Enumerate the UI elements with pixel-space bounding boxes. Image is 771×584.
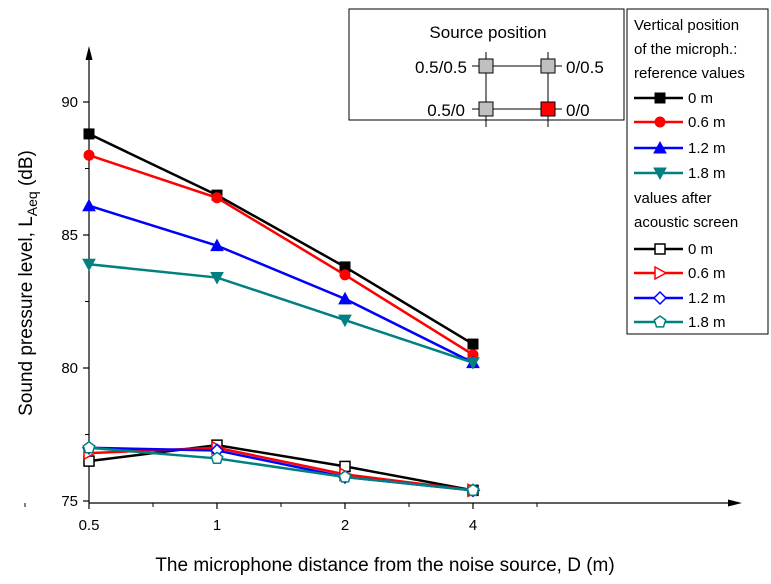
series-line bbox=[88, 446, 474, 492]
legend: Vertical position of the microph.: refer… bbox=[626, 8, 769, 335]
y-axis-arrow bbox=[85, 46, 93, 60]
y-axis-title-unit: (dB) bbox=[16, 150, 37, 191]
data-point bbox=[210, 238, 224, 252]
legend-subtitle-line: acoustic screen bbox=[634, 214, 738, 231]
legend-swatch-marker bbox=[654, 92, 666, 104]
legend-subtitle-line: values after bbox=[634, 190, 712, 207]
legend-entry: 0.6 m bbox=[634, 114, 726, 131]
x-tick-label: 0.5 bbox=[79, 517, 100, 534]
y-tick-label: 80 bbox=[61, 360, 78, 377]
data-point bbox=[466, 483, 480, 496]
legend-title-line: of the microph.: bbox=[634, 41, 737, 58]
inset-source-0.5-0 bbox=[478, 101, 494, 117]
legend-entries: 0 m 0.6 m 1.2 m 1.8 m 0 m 0.6 m 1.2 m 1.8 m bbox=[634, 90, 726, 331]
data-point bbox=[82, 258, 96, 272]
inset-label-0.5-0: 0.5/0 bbox=[427, 101, 465, 120]
inset-label-0.5-0.5: 0.5/0.5 bbox=[415, 58, 467, 77]
series-reference-0.6m bbox=[83, 149, 479, 361]
data-point bbox=[211, 192, 223, 204]
y-tick-label: 90 bbox=[61, 94, 78, 111]
inset-source-0.5-0.5 bbox=[478, 58, 494, 74]
x-axis-arrow bbox=[728, 499, 742, 507]
data-point bbox=[339, 269, 351, 281]
legend-swatch-marker bbox=[653, 167, 667, 181]
legend-entry: 1.8 m bbox=[634, 165, 726, 182]
series-reference-1.2m bbox=[82, 198, 480, 369]
legend-title-line: reference values bbox=[634, 65, 745, 82]
legend-swatch-marker bbox=[654, 243, 666, 255]
legend-frame bbox=[626, 8, 769, 335]
series-line bbox=[88, 204, 474, 364]
legend-entry: 1.2 m bbox=[634, 140, 726, 157]
y-axis-title-main: Sound pressure level, L bbox=[16, 216, 37, 416]
legend-entry: 1.8 m bbox=[634, 314, 726, 331]
series-line bbox=[88, 446, 474, 492]
data-point bbox=[83, 128, 95, 140]
y-tick-label: 85 bbox=[61, 227, 78, 244]
data-point bbox=[210, 451, 224, 465]
data-point bbox=[83, 149, 95, 161]
x-axis-title: The microphone distance from the noise s… bbox=[155, 555, 614, 576]
legend-entry: 0 m bbox=[634, 241, 713, 258]
series-reference-0m bbox=[83, 128, 479, 350]
legend-swatch-marker bbox=[653, 315, 667, 328]
inset-label-0-0: 0/0 bbox=[566, 101, 590, 120]
legend-entry: 0.6 m bbox=[634, 265, 726, 282]
legend-entry: 1.2 m bbox=[634, 290, 726, 307]
data-point bbox=[338, 291, 352, 305]
y-tick-label: 75 bbox=[61, 493, 78, 510]
plot-area bbox=[81, 128, 481, 498]
legend-swatch-marker bbox=[654, 116, 666, 128]
legend-label: 1.2 m bbox=[688, 140, 726, 157]
legend-swatch-marker bbox=[652, 290, 668, 306]
data-point bbox=[82, 440, 96, 454]
legend-title-line: Vertical position bbox=[634, 17, 739, 34]
data-point bbox=[467, 338, 479, 350]
inset-source-0-0 bbox=[540, 101, 556, 117]
legend-swatch-marker bbox=[653, 140, 667, 154]
y-axis-title: Sound pressure level, LAeq (dB) bbox=[16, 150, 40, 416]
legend-label: 0 m bbox=[688, 90, 713, 107]
data-point bbox=[210, 272, 224, 285]
legend-swatch-marker bbox=[654, 265, 668, 281]
y-axis-title-subscript: Aeq bbox=[24, 191, 40, 216]
legend-label: 1.2 m bbox=[688, 290, 726, 307]
series-screen-1.2m bbox=[81, 440, 481, 498]
series-line bbox=[88, 132, 474, 346]
data-point bbox=[82, 198, 96, 212]
inset-label-0-0.5: 0/0.5 bbox=[566, 58, 604, 77]
legend-label: 0.6 m bbox=[688, 265, 726, 282]
x-tick-label: 1 bbox=[213, 517, 221, 534]
inset-source-0-0.5 bbox=[540, 58, 556, 74]
series-reference-1.8m bbox=[82, 258, 480, 370]
legend-label: 1.8 m bbox=[688, 314, 726, 331]
inset-title: Source position bbox=[429, 23, 546, 42]
x-tick-label: 2 bbox=[341, 517, 349, 534]
legend-label: 1.8 m bbox=[688, 165, 726, 182]
x-tick-label: 4 bbox=[469, 517, 477, 534]
series-screen-1.8m bbox=[82, 440, 480, 496]
legend-label: 0 m bbox=[688, 241, 713, 258]
legend-label: 0.6 m bbox=[688, 114, 726, 131]
source-position-inset: Source position 0.5/0.5 0/0.5 0.5/0 0/0 bbox=[348, 8, 625, 127]
data-point bbox=[338, 314, 352, 328]
data-point bbox=[338, 470, 352, 483]
data-point bbox=[466, 357, 480, 370]
series-line bbox=[88, 154, 474, 356]
legend-entry: 0 m bbox=[634, 90, 713, 107]
series-line bbox=[88, 263, 474, 364]
